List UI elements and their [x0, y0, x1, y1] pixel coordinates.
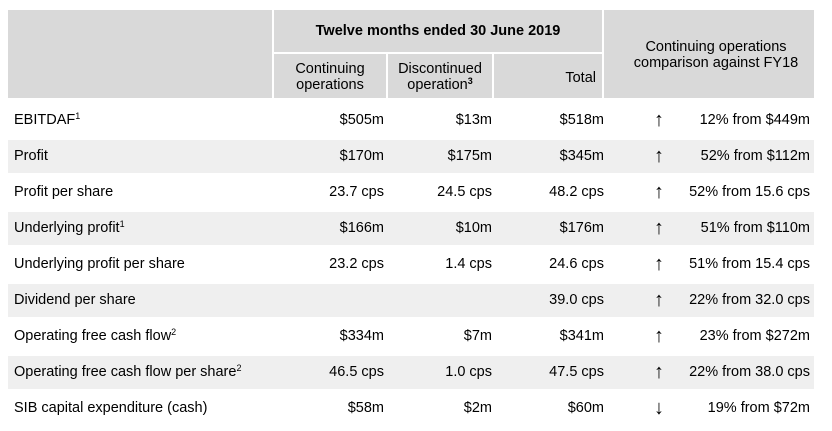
comparison-value: 52% from $112m — [700, 148, 810, 164]
total-value: 48.2 cps — [549, 184, 604, 200]
table-row: Underlying profit per share 23.2 cps 1.4 c… — [8, 248, 814, 281]
table-row: Underlying profit1 $166m $10m $176m ↑ 51% fro… — [8, 212, 814, 245]
comparison-value: 52% from 15.6 cps — [689, 184, 810, 200]
total-value: $176m — [559, 220, 604, 236]
row-label: Underlying profit per share — [14, 256, 185, 272]
total-value: $341m — [559, 328, 604, 344]
arrow-up-icon: ↑ — [654, 145, 664, 167]
comparison-value: 51% from 15.4 cps — [689, 256, 810, 272]
discontinued-heading: Discontinued operation3 — [398, 61, 482, 93]
arrow-up-icon: ↑ — [654, 289, 664, 311]
continuing-value: $166m — [339, 220, 384, 236]
arrow-up-icon: ↑ — [654, 217, 664, 239]
continuing-value: 46.5 cps — [329, 364, 384, 380]
table-row: EBITDAF1 $505m $13m $518m ↑ 12% from $449m — [8, 104, 814, 137]
comparison-heading: Continuing operations comparison against… — [633, 39, 799, 71]
discontinued-value: $13m — [455, 112, 492, 128]
continuing-value: $170m — [339, 148, 384, 164]
row-label: Profit — [14, 148, 48, 164]
row-label: Profit per share — [14, 184, 114, 200]
discontinued-value: 1.0 cps — [445, 364, 492, 380]
header-discontinued-cell — [388, 54, 492, 98]
total-value: $345m — [559, 148, 604, 164]
table-row: Operating free cash flow per share2 46.5 … — [8, 356, 814, 389]
discontinued-value: $10m — [455, 220, 492, 236]
header-total-cell — [494, 54, 602, 98]
continuing-heading: Continuing operations — [295, 61, 365, 93]
row-label: Dividend per share — [14, 292, 136, 308]
comparison-value: 23% from $272m — [699, 328, 810, 344]
continuing-value: 23.2 cps — [329, 256, 384, 272]
table-row: Operating free cash flow2 $334m $7m $341m ↑ 2… — [8, 320, 814, 353]
comparison-value: 22% from 38.0 cps — [689, 364, 810, 380]
continuing-value: 23.7 cps — [329, 184, 384, 200]
comparison-value: 22% from 32.0 cps — [689, 292, 810, 308]
discontinued-value: $2m — [463, 400, 492, 416]
arrow-down-icon: ↓ — [654, 397, 664, 419]
comparison-value: 12% from $449m — [699, 112, 810, 128]
total-value: 24.6 cps — [549, 256, 604, 272]
arrow-up-icon: ↑ — [654, 361, 664, 383]
total-value: 47.5 cps — [549, 364, 604, 380]
total-value: $518m — [559, 112, 604, 128]
row-label: EBITDAF1 — [14, 111, 81, 129]
continuing-value — [272, 284, 384, 317]
comparison-value: 19% from $72m — [707, 400, 810, 416]
row-label: Operating free cash flow per share2 — [14, 363, 242, 381]
row-label: SIB capital expenditure (cash) — [14, 400, 208, 416]
continuing-value: $334m — [339, 328, 384, 344]
total-value: $60m — [567, 400, 604, 416]
arrow-up-icon: ↑ — [654, 109, 664, 131]
total-value: 39.0 cps — [549, 292, 604, 308]
discontinued-value: 1.4 cps — [445, 256, 492, 272]
arrow-up-icon: ↑ — [654, 181, 664, 203]
table-row: Profit per share 23.7 cps 24.5 cps 48.2 cps… — [8, 176, 814, 209]
discontinued-value: $175m — [447, 148, 492, 164]
comparison-value: 51% from $110m — [700, 220, 810, 236]
row-label: Underlying profit1 — [14, 219, 125, 237]
discontinued-value: 24.5 cps — [437, 184, 492, 200]
discontinued-value — [388, 284, 492, 317]
table-row: Profit $170m $175m $345m ↑ 52% from $112m — [8, 140, 814, 173]
header-continuing-cell — [274, 54, 386, 98]
row-label: Operating free cash flow2 — [14, 327, 177, 345]
continuing-value: $505m — [339, 112, 384, 128]
header-comparison-cell — [604, 10, 814, 98]
continuing-value: $58m — [347, 400, 384, 416]
table-row: Dividend per share 39.0 cps ↑ 22% from 32.0… — [8, 284, 814, 317]
table-row: SIB capital expenditure (cash) $58m $2m $60… — [8, 392, 814, 425]
total-heading: Total — [565, 70, 596, 86]
header-period-cell — [274, 10, 602, 52]
arrow-up-icon: ↑ — [654, 325, 664, 347]
header-blank-cell — [8, 10, 272, 98]
period-heading: Twelve months ended 30 June 2019 — [315, 23, 561, 39]
arrow-up-icon: ↑ — [654, 253, 664, 275]
discontinued-value: $7m — [463, 328, 492, 344]
